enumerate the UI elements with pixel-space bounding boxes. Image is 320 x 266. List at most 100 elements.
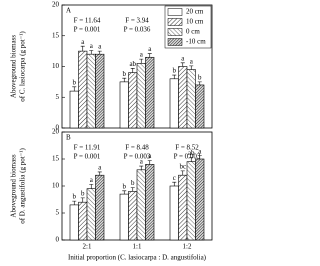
y-tick-label: 0 <box>56 124 60 132</box>
error-bar <box>80 197 85 203</box>
significance-letter: b <box>198 73 202 81</box>
error-bar <box>147 53 152 58</box>
bar <box>128 191 138 241</box>
error-bar <box>130 68 135 73</box>
stat-p: P = 0.036 <box>124 26 151 34</box>
significance-letter: bc <box>179 162 186 170</box>
error-bar <box>172 181 177 186</box>
y-tick-label: 15 <box>52 31 60 39</box>
significance-letter: a <box>98 43 102 51</box>
significance-letter: b <box>173 67 177 75</box>
bar <box>169 78 179 129</box>
significance-letter: ab <box>129 60 136 68</box>
error-bar <box>172 74 177 79</box>
y-tick-label: 0 <box>56 236 60 244</box>
bar <box>69 90 79 129</box>
significance-letter: ab <box>188 149 195 157</box>
stat-f: F = 11.91 <box>74 144 101 152</box>
legend-label: 20 cm <box>186 8 204 16</box>
significance-letter: a <box>181 54 185 62</box>
y-tick-label: 10 <box>52 62 60 70</box>
significance-letter: a <box>90 176 94 184</box>
y-tick-label: 15 <box>52 155 60 163</box>
y-tick-label: 20 <box>52 1 60 9</box>
error-bar <box>97 50 102 55</box>
x-axis-label: Initial proportion (C. lasiocarpa : D. a… <box>68 254 207 262</box>
significance-letter: b <box>123 182 127 190</box>
significance-letter: b <box>73 78 77 86</box>
stat-p: P = 0.001 <box>74 153 101 161</box>
error-bar <box>130 187 135 192</box>
panel-label: B <box>66 134 71 142</box>
error-bar <box>197 81 202 85</box>
x-tick-label: 2:1 <box>83 243 92 251</box>
significance-letter: c <box>173 174 176 182</box>
bar <box>145 56 155 129</box>
bar <box>136 169 146 241</box>
error-bar <box>189 157 194 162</box>
stat-f: F = 3.94 <box>125 17 149 25</box>
error-bar <box>122 77 127 82</box>
bar <box>78 50 88 129</box>
y-axis-label: Aboveground biomass <box>10 35 18 98</box>
significance-letter: b <box>81 189 85 197</box>
bar <box>195 158 205 241</box>
chart: A 0 5 10 15 20 Aboveground biomass of C. lasioc… <box>10 1 213 262</box>
bar <box>86 188 96 241</box>
x-tick-label: 1:1 <box>133 243 142 251</box>
stat-p: P = 0.001 <box>74 26 101 34</box>
error-bar <box>89 50 94 55</box>
y-tick-label: 20 <box>52 128 60 136</box>
bar <box>195 84 205 129</box>
error-bar <box>147 160 152 165</box>
bar <box>95 53 105 129</box>
significance-letter: a <box>148 45 152 53</box>
bar <box>69 204 79 241</box>
y-axis-label: of D. angustifolia (g pot⁻¹) <box>19 148 27 224</box>
bar <box>186 69 196 129</box>
bar <box>119 193 129 241</box>
significance-letter: a <box>90 42 94 50</box>
bar <box>169 185 179 241</box>
error-bar <box>122 190 127 195</box>
error-bar <box>139 165 144 170</box>
error-bar <box>80 45 85 52</box>
bar <box>78 201 88 241</box>
stat-p: P = 0.003 <box>174 153 201 161</box>
bar <box>136 63 146 129</box>
panel-label: A <box>66 7 71 15</box>
bar <box>128 72 138 129</box>
significance-letter: b <box>73 193 77 201</box>
legend-label: 10 cm <box>186 18 204 26</box>
error-bar <box>180 170 185 176</box>
error-bar <box>89 184 94 189</box>
significance-letter: a <box>140 158 144 166</box>
error-bar <box>180 62 185 67</box>
significance-letter: b <box>131 179 135 187</box>
significance-letter: b <box>123 70 127 78</box>
error-bar <box>72 86 77 92</box>
stat-f: F = 11.64 <box>74 17 101 25</box>
bar <box>145 164 155 241</box>
y-axis-label: of C. lasiocarpa (g pot⁻¹) <box>19 31 27 102</box>
y-tick-label: 10 <box>52 182 60 190</box>
bar <box>186 161 196 241</box>
bar <box>95 174 105 241</box>
legend-label: -10 cm <box>186 38 206 46</box>
y-tick-label: 5 <box>56 209 60 217</box>
bar <box>119 81 129 129</box>
stat-p: P = 0.003 <box>124 153 151 161</box>
error-bar <box>189 65 194 70</box>
significance-letter: a <box>198 147 202 155</box>
legend-swatch <box>167 8 183 16</box>
error-bar <box>197 155 202 159</box>
bar <box>178 174 188 241</box>
x-tick-label: 1:2 <box>183 243 192 251</box>
legend-swatch <box>167 38 183 46</box>
significance-letter: a <box>98 164 102 172</box>
significance-letter: a <box>81 38 85 46</box>
legend-label: 0 cm <box>186 28 200 36</box>
error-bar <box>97 171 102 176</box>
legend-swatch <box>167 18 183 26</box>
error-bar <box>139 58 144 64</box>
